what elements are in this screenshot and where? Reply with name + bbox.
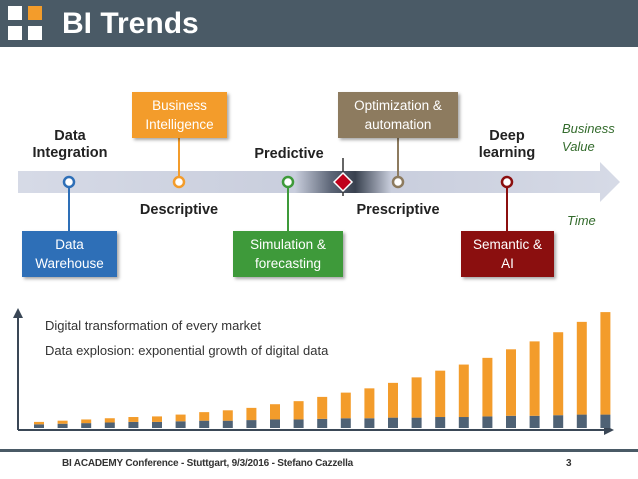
logo-square-2 <box>28 6 42 20</box>
bar-base-22 <box>529 415 540 428</box>
bar-growth-19 <box>458 364 469 418</box>
box-simulation: Simulation & forecasting <box>233 231 343 277</box>
bar-base-4 <box>104 422 115 428</box>
bar-base-18 <box>435 417 446 428</box>
bar-growth-11 <box>270 404 280 420</box>
bar-growth-16 <box>388 382 398 418</box>
label-descriptive: Descriptive <box>139 202 219 218</box>
bar-base-5 <box>128 421 139 428</box>
box-semantic-text: Semantic & AI <box>472 237 543 271</box>
footer <box>0 449 638 479</box>
label-deep-learning-text: Deep learning <box>478 128 536 161</box>
chart-bars <box>34 312 611 428</box>
bar-growth-4 <box>104 418 115 423</box>
bar-base-16 <box>388 417 398 428</box>
logo-square-1 <box>8 6 22 20</box>
bar-base-8 <box>199 420 210 428</box>
bar-base-15 <box>364 418 375 428</box>
bar-growth-6 <box>152 416 162 422</box>
label-data-integration: Data Integration <box>24 128 116 162</box>
bar-growth-12 <box>293 401 304 420</box>
axis-label-business-value-text: Business Value <box>562 121 615 154</box>
bar-base-25 <box>600 414 611 428</box>
bar-growth-2 <box>57 420 68 424</box>
bar-growth-7 <box>175 414 186 422</box>
bar-base-23 <box>553 415 564 428</box>
note-digital-transformation: Digital transformation of every market <box>45 318 262 333</box>
box-business-intelligence: Business Intelligence <box>132 92 227 138</box>
bar-base-24 <box>576 414 587 428</box>
bar-base-9 <box>222 420 233 428</box>
bar-growth-8 <box>199 412 210 421</box>
logo-square-4 <box>28 26 42 40</box>
dot-predictive <box>281 175 295 189</box>
growth-bar-chart <box>13 308 614 435</box>
footer-text: BI ACADEMY Conference - Stuttgart, 9/3/2… <box>62 458 354 469</box>
axis-label-time: Time <box>567 213 596 228</box>
logo-square-3 <box>8 26 22 40</box>
marker-diamond <box>332 171 354 193</box>
bar-growth-3 <box>81 419 92 424</box>
bar-growth-14 <box>340 392 351 419</box>
bar-growth-10 <box>246 407 257 421</box>
note-data-explosion: Data explosion: exponential growth of di… <box>45 343 329 358</box>
box-data-warehouse-text: Data Warehouse <box>35 237 104 271</box>
header-bar: BI Trends <box>0 0 638 47</box>
label-deep-learning: Deep learning <box>466 128 548 162</box>
box-optimization-text: Optimization & automation <box>354 98 442 132</box>
axis-label-business-value: Business Value <box>562 120 615 156</box>
bar-base-7 <box>175 421 186 428</box>
bar-base-21 <box>506 415 516 428</box>
box-business-intelligence-text: Business Intelligence <box>145 98 214 132</box>
logo-icon <box>8 6 44 42</box>
bar-growth-18 <box>435 370 446 418</box>
slide-title: BI Trends <box>62 7 199 40</box>
bar-growth-1 <box>34 421 44 425</box>
label-data-integration-text: Data Integration <box>32 128 108 161</box>
bar-base-2 <box>57 423 68 428</box>
dot-business-intelligence <box>172 175 186 189</box>
label-prescriptive: Prescriptive <box>356 202 440 218</box>
chart-y-axis-arrow <box>13 308 23 318</box>
timeline-arrow <box>18 162 620 202</box>
page-number: 3 <box>566 458 572 469</box>
bar-base-1 <box>34 424 44 428</box>
footer-rule <box>0 449 638 452</box>
bar-base-11 <box>270 419 280 428</box>
box-semantic: Semantic & AI <box>461 231 554 277</box>
dot-data-integration <box>62 175 76 189</box>
box-data-warehouse: Data Warehouse <box>22 231 117 277</box>
bar-base-10 <box>246 420 257 428</box>
bar-growth-9 <box>222 410 233 421</box>
bar-growth-17 <box>411 377 422 418</box>
dot-optimization <box>391 175 405 189</box>
bar-base-19 <box>458 417 469 428</box>
bar-growth-25 <box>600 312 611 415</box>
bar-growth-5 <box>128 417 139 422</box>
bar-base-20 <box>482 416 493 428</box>
bar-growth-22 <box>529 341 540 416</box>
bar-growth-24 <box>576 321 587 415</box>
bar-growth-23 <box>553 332 564 416</box>
bar-base-17 <box>411 417 422 428</box>
bar-growth-20 <box>482 357 493 417</box>
bar-growth-13 <box>317 396 328 419</box>
bar-base-3 <box>81 423 92 428</box>
box-simulation-text: Simulation & forecasting <box>250 237 326 271</box>
bar-growth-15 <box>364 388 375 419</box>
box-optimization: Optimization & automation <box>338 92 458 138</box>
bar-base-6 <box>152 421 162 428</box>
bar-base-14 <box>340 418 351 428</box>
dot-deep-learning <box>500 175 514 189</box>
bar-base-13 <box>317 418 328 428</box>
bar-base-12 <box>293 419 304 428</box>
bar-growth-21 <box>506 349 516 416</box>
label-predictive: Predictive <box>254 146 324 162</box>
